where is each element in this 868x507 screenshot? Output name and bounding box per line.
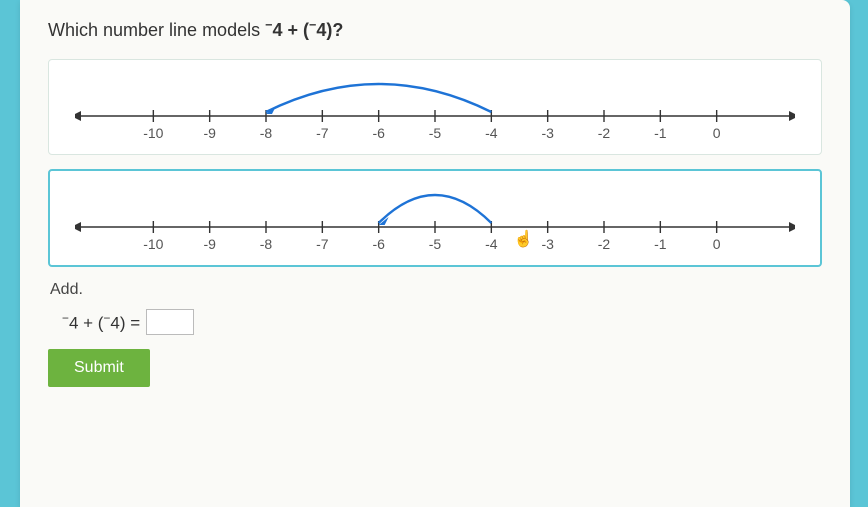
svg-text:-2: -2 — [598, 236, 611, 252]
svg-text:0: 0 — [713, 236, 721, 252]
svg-text:-1: -1 — [654, 125, 667, 141]
svg-text:-2: -2 — [598, 125, 611, 141]
svg-text:-9: -9 — [203, 236, 216, 252]
svg-text:-6: -6 — [372, 236, 385, 252]
option-a[interactable]: -10-9-8-7-6-5-4-3-2-10 — [48, 59, 822, 155]
svg-text:-8: -8 — [260, 236, 273, 252]
svg-text:-4: -4 — [485, 125, 498, 141]
question-text: Which number line models −4 + (−4)? — [48, 18, 822, 41]
svg-text:-3: -3 — [541, 236, 554, 252]
svg-text:-10: -10 — [143, 125, 163, 141]
svg-text:-4: -4 — [485, 236, 498, 252]
svg-text:-10: -10 — [143, 236, 163, 252]
svg-text:-5: -5 — [429, 125, 442, 141]
option-b[interactable]: -10-9-8-7-6-5-4-3-2-10 ☝ — [48, 169, 822, 267]
submit-button[interactable]: Submit — [48, 349, 150, 387]
svg-text:-1: -1 — [654, 236, 667, 252]
numberline-a: -10-9-8-7-6-5-4-3-2-10 — [75, 74, 795, 144]
svg-text:-7: -7 — [316, 125, 329, 141]
svg-text:0: 0 — [713, 125, 721, 141]
svg-text:-6: -6 — [372, 125, 385, 141]
svg-text:-7: -7 — [316, 236, 329, 252]
answer-input[interactable] — [146, 309, 194, 335]
question-expression: −4 + (−4)? — [265, 20, 343, 40]
svg-text:-9: -9 — [203, 125, 216, 141]
svg-text:-8: -8 — [260, 125, 273, 141]
numberline-b: -10-9-8-7-6-5-4-3-2-10 — [75, 185, 795, 255]
answer-expression: −4 + (−4) = — [62, 309, 822, 335]
add-label: Add. — [50, 281, 822, 299]
question-prefix: Which number line models — [48, 20, 265, 40]
svg-text:-3: -3 — [541, 125, 554, 141]
expression-text: −4 + (−4) = — [62, 311, 140, 334]
svg-text:-5: -5 — [429, 236, 442, 252]
